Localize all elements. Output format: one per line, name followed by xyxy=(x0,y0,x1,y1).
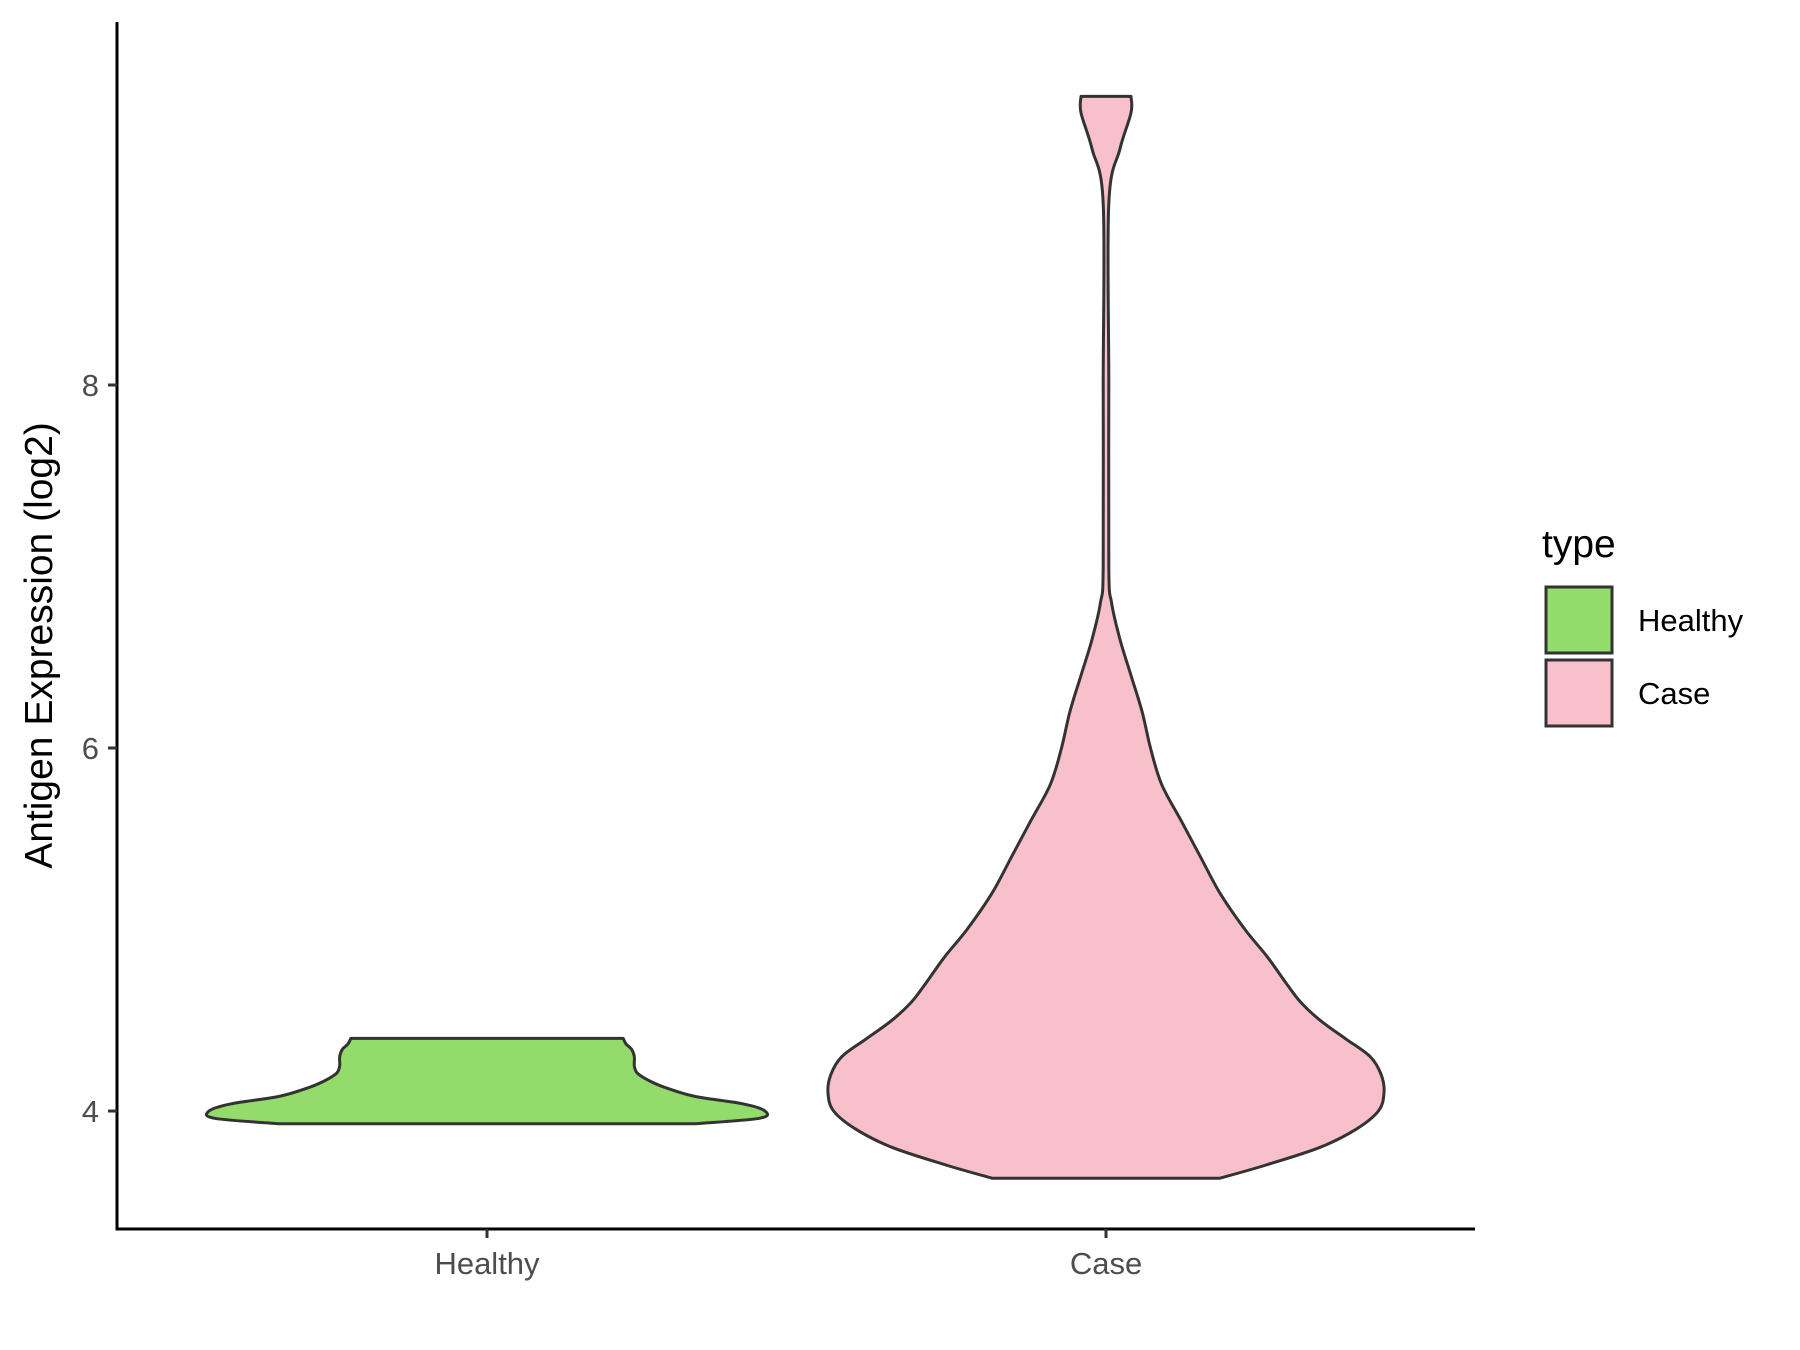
legend-items: Healthy Case xyxy=(1544,585,1744,728)
legend-key-case xyxy=(1544,658,1614,728)
x-axis-ticks: Healthy Case xyxy=(434,1229,1142,1281)
legend-label-case: Case xyxy=(1638,676,1710,711)
y-tick-label: 4 xyxy=(82,1094,99,1129)
legend-key-healthy xyxy=(1544,585,1614,655)
y-axis-ticks: 4 6 8 xyxy=(82,368,117,1129)
y-tick-label: 8 xyxy=(82,368,99,403)
violin-healthy xyxy=(204,1036,770,1126)
axes-layer: 4 6 8 Healthy Case xyxy=(82,22,1475,1281)
y-axis-title: Antigen Expression (log2) xyxy=(18,422,61,869)
violin-layer xyxy=(204,94,1386,1180)
y-tick-label: 6 xyxy=(82,731,99,766)
legend-title: type xyxy=(1542,523,1616,566)
violin-case xyxy=(826,94,1386,1180)
x-tick-label: Healthy xyxy=(434,1246,540,1281)
x-tick-label: Case xyxy=(1070,1246,1142,1281)
legend-label-healthy: Healthy xyxy=(1638,603,1744,638)
legend: type Healthy Case xyxy=(1542,523,1744,728)
